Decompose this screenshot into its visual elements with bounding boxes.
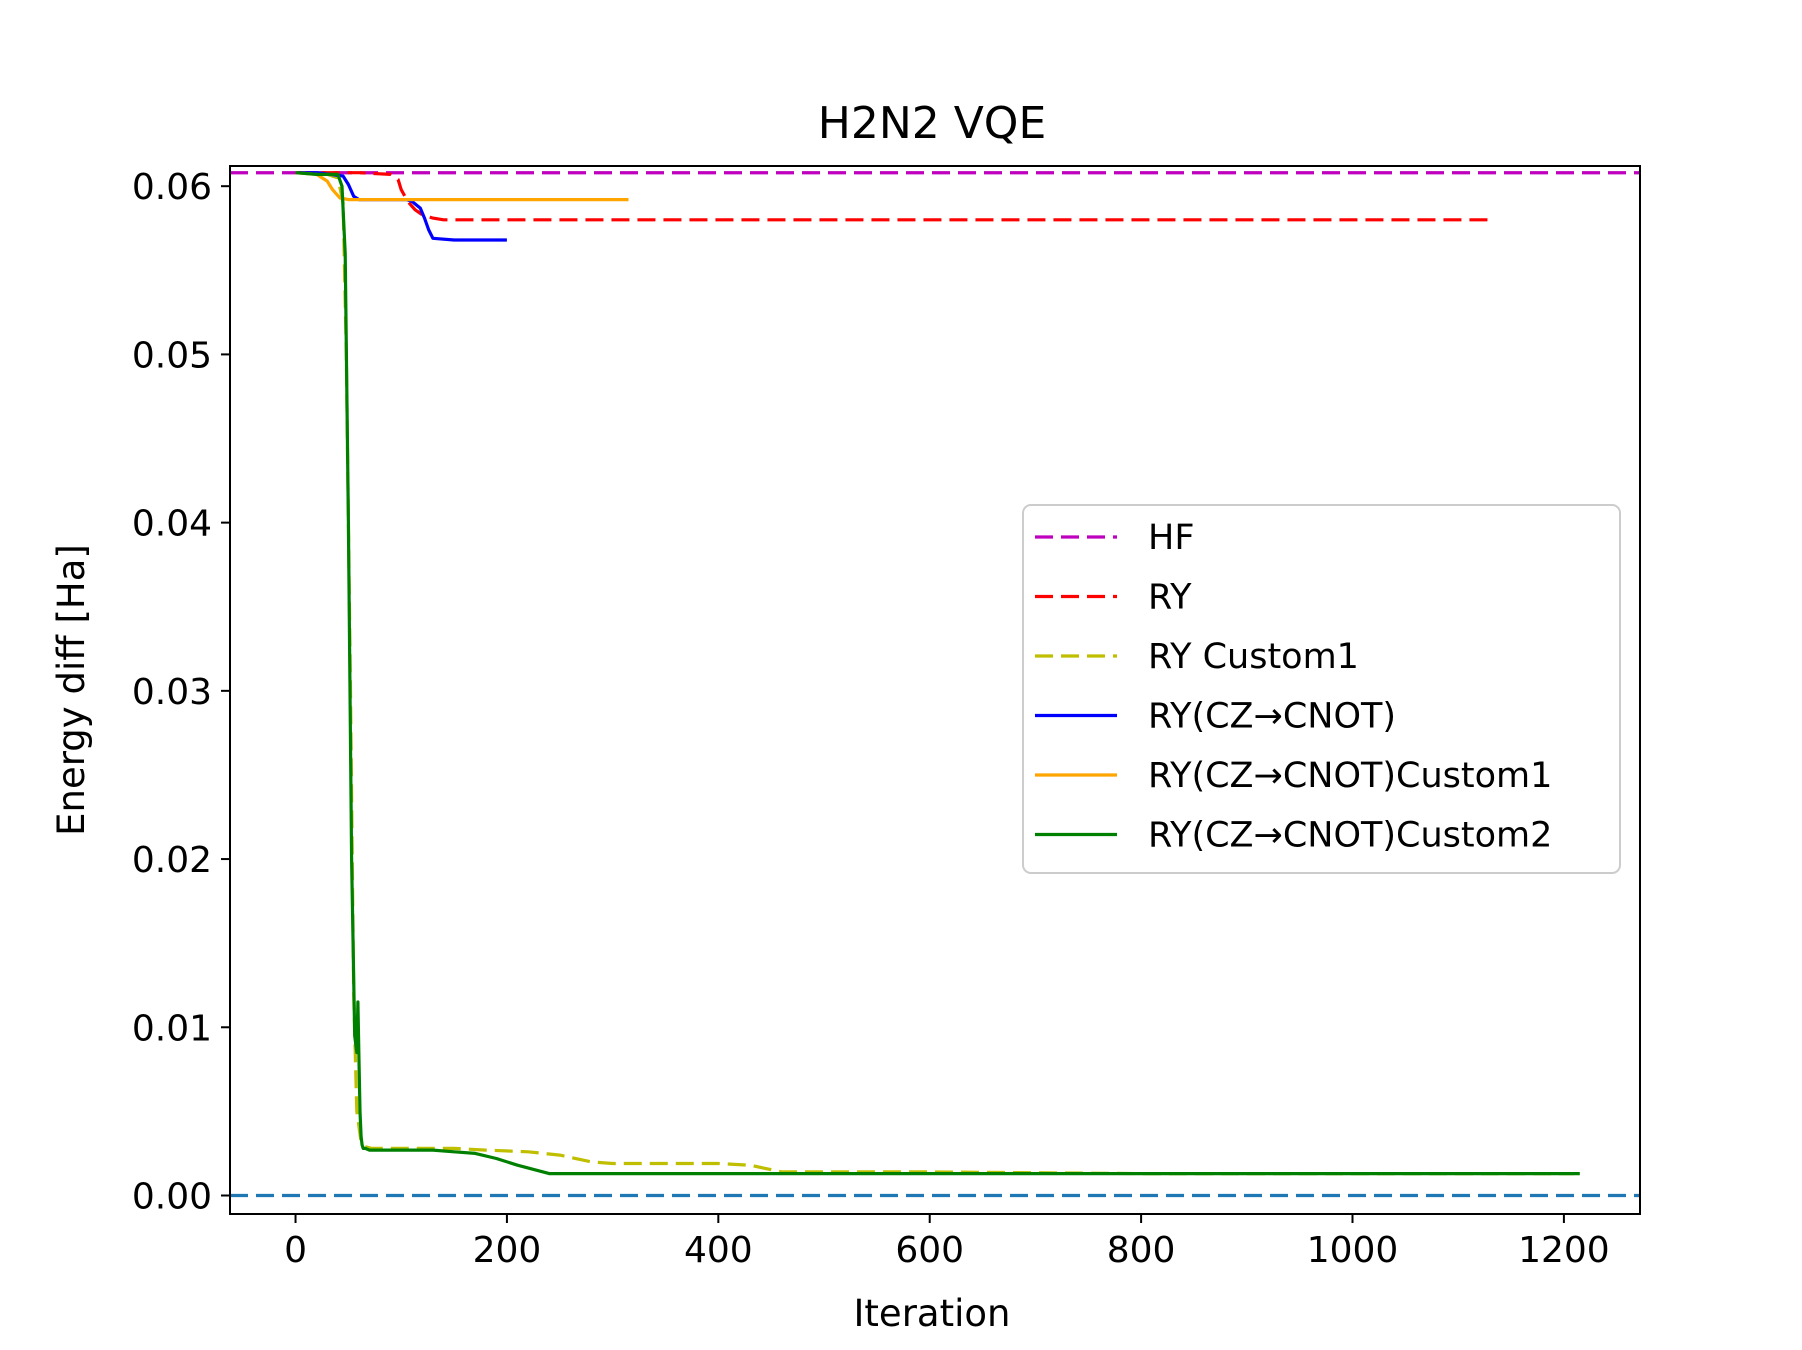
series-line-ry-custom1 [295,171,1575,1176]
y-axis: 0.00 0.01 0.02 0.03 0.04 0.05 0.06 [132,167,230,1217]
series-line-ry [295,171,1490,222]
y-tick-label: 0.06 [132,167,212,208]
legend-label-hf: HF [1148,518,1194,558]
y-tick-label: 0.04 [132,504,212,545]
y-tick-label: 0.05 [132,335,212,376]
x-tick-label: 0 [284,1230,307,1271]
plot-area [230,171,1640,1198]
legend-label-ry-cz-to-cnot: RY(CZ→CNOT) [1148,697,1396,737]
x-axis: 0 200 400 600 800 1000 1200 [284,1214,1610,1271]
legend-label-ry: RY [1148,578,1192,618]
legend-label-ry-custom1: RY Custom1 [1148,637,1359,677]
x-tick-label: 1000 [1307,1230,1399,1271]
y-tick-label: 0.01 [132,1008,212,1049]
legend: HF RY RY Custom1 RY(CZ→CNOT) RY(CZ→CNOT)Cust… [1022,504,1621,874]
y-tick-label: 0.00 [132,1176,212,1217]
x-tick-label: 1200 [1518,1230,1610,1271]
x-tick-label: 600 [895,1230,964,1271]
y-tick-label: 0.02 [132,840,212,881]
legend-box [1022,504,1621,874]
y-axis-label: Energy diff [Ha] [50,544,93,836]
legend-label-ry-cz-to-cnot-custom1: RY(CZ→CNOT)Custom1 [1148,756,1552,796]
x-tick-label: 200 [473,1230,542,1271]
series-line-ry-cz-to-cnot-custom2 [295,171,1580,1176]
y-tick-label: 0.03 [132,672,212,713]
x-tick-label: 400 [684,1230,753,1271]
x-tick-label: 800 [1107,1230,1176,1271]
x-axis-label: Iteration [854,1292,1011,1335]
series-layer [230,171,1640,1198]
chart-title: H2N2 VQE [818,98,1047,149]
legend-label-ry-cz-to-cnot-custom2: RY(CZ→CNOT)Custom2 [1148,816,1552,856]
